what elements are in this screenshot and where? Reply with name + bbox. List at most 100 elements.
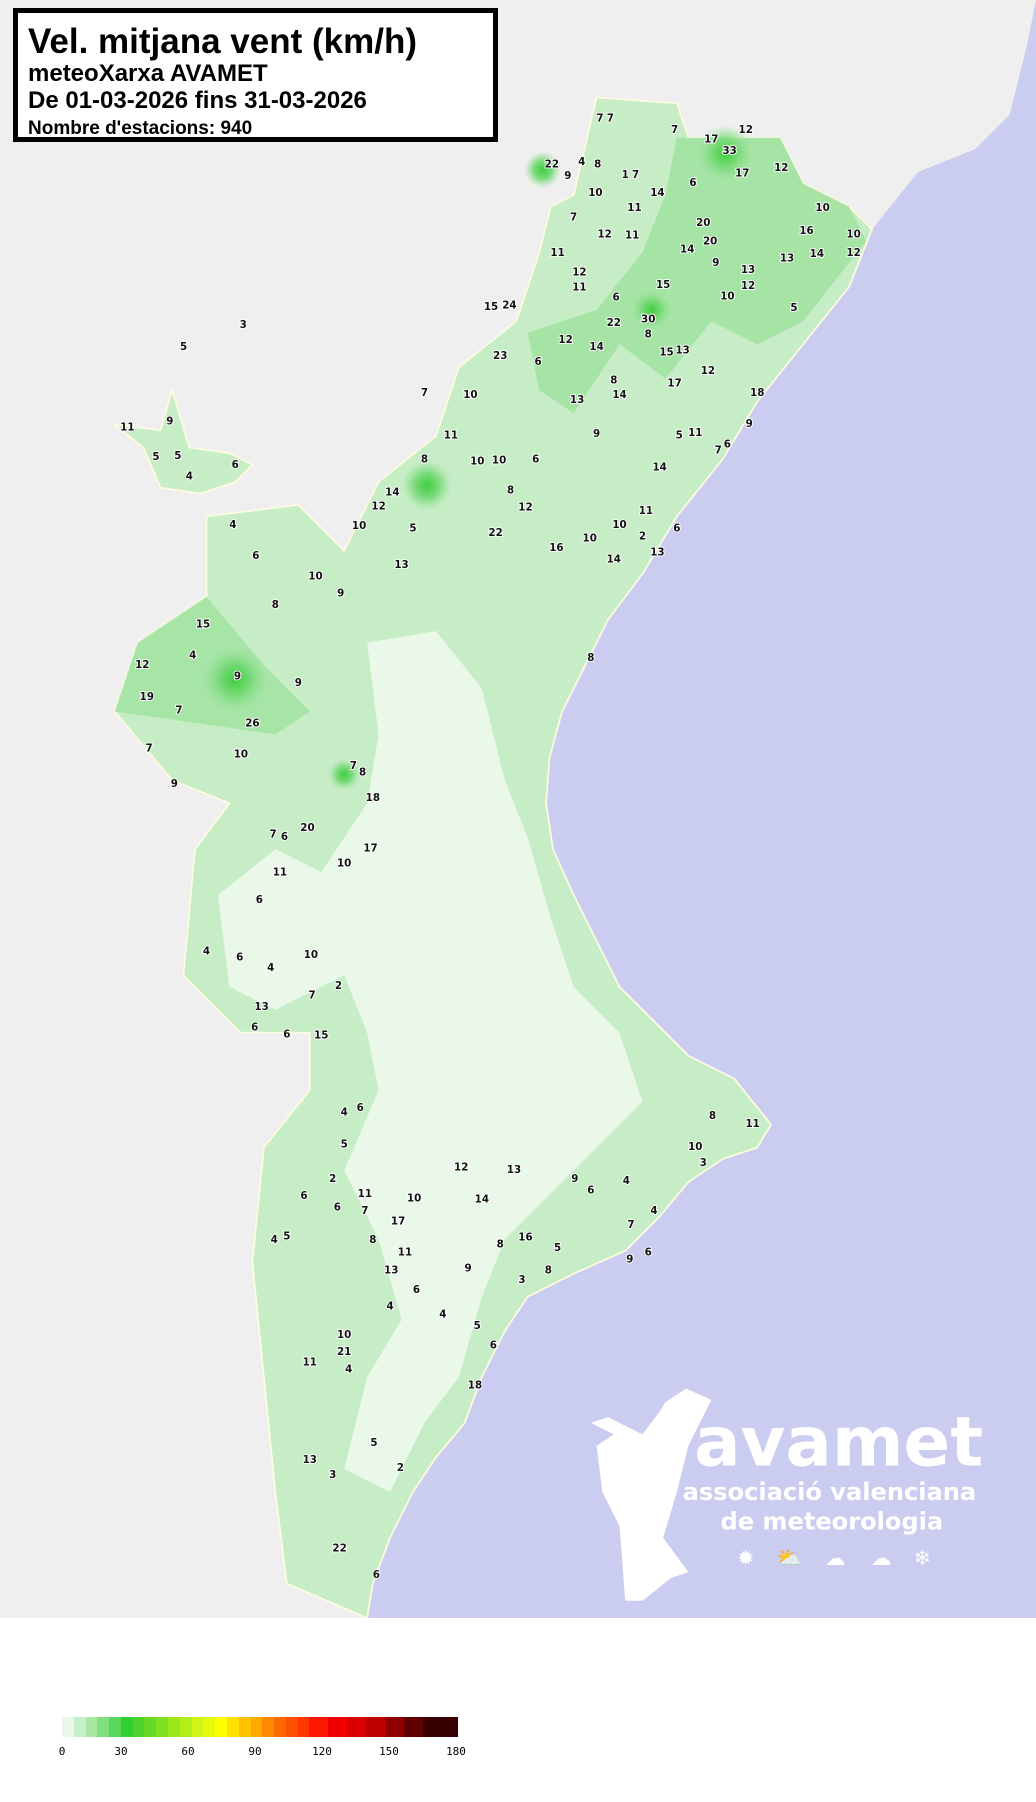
station-value: 16	[799, 225, 813, 237]
station-value: 17	[391, 1215, 405, 1227]
station-value: 4	[229, 519, 236, 531]
legend-swatch	[156, 1717, 169, 1737]
station-value: 12	[454, 1161, 468, 1173]
station-value: 4	[189, 650, 196, 662]
station-value: 4	[186, 471, 193, 483]
station-value: 7	[350, 760, 357, 772]
station-value: 20	[300, 822, 314, 834]
station-value: 8	[587, 652, 594, 664]
station-value: 10	[688, 1141, 702, 1153]
station-value: 4	[345, 1363, 352, 1375]
station-value: 13	[254, 1001, 268, 1013]
sun-cloud-icon: ⛅	[776, 1546, 802, 1570]
legend-swatch	[132, 1717, 145, 1737]
station-value: 8	[272, 599, 279, 611]
station-value: 10	[337, 857, 351, 869]
station-value: 13	[570, 394, 584, 406]
station-value: 9	[712, 257, 719, 269]
network-name: meteoXarxa AVAMET	[28, 60, 268, 87]
station-value: 5	[474, 1320, 481, 1332]
station-value: 33	[722, 145, 736, 157]
station-value: 12	[371, 500, 385, 512]
station-value: 10	[304, 949, 318, 961]
station-value: 7	[627, 1219, 634, 1231]
station-value: 14	[653, 461, 667, 473]
station-value: 11	[688, 427, 702, 439]
legend-swatch	[120, 1717, 133, 1737]
station-value: 9	[564, 170, 571, 182]
station-value: 7	[308, 989, 315, 1001]
station-value: 2	[639, 530, 646, 542]
station-value: 14	[385, 487, 399, 499]
legend-swatch	[328, 1717, 348, 1737]
date-range: De 01-03-2026 fins 31-03-2026	[28, 87, 367, 114]
station-value: 12	[518, 502, 532, 514]
legend-swatch	[109, 1717, 121, 1737]
region-ademuz	[111, 387, 254, 495]
station-value: 7	[607, 113, 614, 125]
station-value: 10	[846, 229, 860, 241]
station-value: 13	[303, 1454, 317, 1466]
station-value: 8	[545, 1265, 552, 1277]
station-value: 3	[329, 1469, 336, 1481]
legend-swatch	[168, 1717, 180, 1737]
sun-icon: ✹	[737, 1546, 754, 1570]
station-value: 12	[741, 280, 755, 292]
station-value: 3	[240, 319, 247, 331]
station-value: 8	[645, 328, 652, 340]
logo-name: avamet	[694, 1402, 983, 1482]
region-darker-north	[527, 137, 867, 414]
legend-tick-label: 150	[379, 1745, 399, 1758]
station-value: 6	[373, 1569, 380, 1581]
station-value: 4	[341, 1106, 348, 1118]
station-value: 17	[704, 133, 718, 145]
map-title: Vel. mitjana vent (km/h)	[28, 22, 417, 61]
station-value: 9	[464, 1262, 471, 1274]
station-value: 9	[171, 778, 178, 790]
station-value: 8	[359, 767, 366, 779]
station-value: 22	[607, 317, 621, 329]
station-value: 16	[549, 542, 563, 554]
legend-swatch	[226, 1717, 239, 1737]
station-value: 8	[594, 159, 601, 171]
station-value: 10	[612, 519, 626, 531]
station-value: 7	[421, 387, 428, 399]
station-value: 10	[583, 533, 597, 545]
station-value: 15	[484, 301, 498, 313]
station-value: 6	[357, 1102, 364, 1114]
region-lighter-interior	[217, 631, 643, 1492]
station-value: 4	[271, 1234, 278, 1246]
snowflake-icon: ❄	[914, 1546, 931, 1570]
station-value: 13	[384, 1265, 398, 1277]
station-value: 2	[335, 980, 342, 992]
map-title-box: Vel. mitjana vent (km/h) meteoXarxa AVAM…	[13, 8, 498, 142]
station-value: 13	[741, 264, 755, 276]
avamet-logo: avamet associació valenciana de meteorol…	[590, 1388, 983, 1601]
station-value: 11	[303, 1357, 317, 1369]
station-value: 12	[135, 659, 149, 671]
station-value: 10	[407, 1192, 421, 1204]
station-value: 11	[444, 429, 458, 441]
station-value: 9	[166, 416, 173, 428]
legend-swatch	[238, 1717, 251, 1737]
station-value: 12	[597, 229, 611, 241]
legend-swatch	[144, 1717, 157, 1737]
station-value: 8	[497, 1238, 504, 1250]
station-value: 8	[421, 453, 428, 465]
station-value: 24	[502, 300, 516, 312]
station-value: 7	[671, 124, 678, 136]
station-value: 11	[745, 1118, 759, 1130]
station-value: 22	[488, 527, 502, 539]
station-value: 9	[593, 428, 600, 440]
station-value: 13	[650, 546, 664, 558]
legend-swatch	[262, 1717, 275, 1737]
station-value: 11	[120, 421, 134, 433]
logo-line2: de meteorologia	[720, 1508, 943, 1536]
station-value: 6	[645, 1246, 652, 1258]
station-value: 5	[370, 1437, 377, 1449]
station-value: 4	[203, 946, 210, 958]
legend-swatch	[384, 1717, 404, 1737]
station-value: 16	[518, 1231, 532, 1243]
station-value: 6	[413, 1284, 420, 1296]
